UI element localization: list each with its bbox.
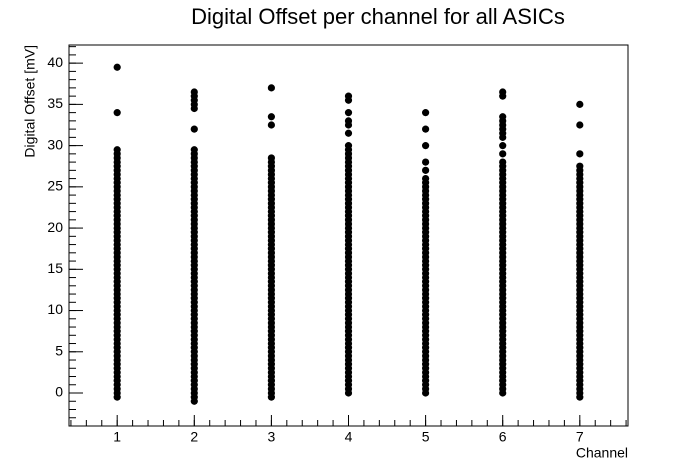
point — [113, 146, 121, 154]
point — [499, 142, 507, 150]
point — [344, 142, 353, 150]
y-tick-label: 30 — [47, 136, 63, 152]
point — [344, 129, 353, 137]
point — [576, 150, 584, 158]
x-tick-label: 6 — [499, 429, 507, 445]
x-tick-label: 3 — [267, 429, 275, 445]
point — [422, 158, 430, 166]
point — [344, 117, 353, 125]
x-tick-label: 4 — [345, 429, 353, 445]
point — [190, 88, 198, 96]
y-tick-label: 20 — [47, 219, 63, 235]
x-tick-label: 1 — [113, 429, 121, 445]
point — [267, 84, 275, 92]
point — [422, 166, 430, 174]
point — [576, 121, 584, 129]
point — [190, 146, 198, 154]
y-tick-label: 15 — [47, 260, 63, 276]
point — [267, 154, 275, 162]
point — [422, 174, 430, 183]
chart-title: Digital Offset per channel for all ASICs — [191, 4, 565, 29]
point — [576, 162, 584, 170]
point — [422, 125, 430, 133]
y-tick-label: 40 — [47, 54, 63, 70]
y-tick-label: 5 — [55, 342, 63, 358]
point — [499, 113, 507, 121]
point — [499, 88, 507, 96]
point — [344, 109, 353, 117]
point — [499, 158, 507, 166]
point — [267, 121, 275, 129]
point — [422, 142, 430, 150]
point — [113, 109, 121, 117]
point — [499, 150, 507, 158]
point — [344, 92, 353, 100]
y-tick-label: 35 — [47, 95, 63, 111]
point — [422, 109, 430, 117]
y-tick-label: 0 — [55, 384, 63, 400]
y-tick-label: 25 — [47, 178, 63, 194]
x-tick-label: 7 — [576, 429, 584, 445]
x-tick-label: 2 — [190, 429, 198, 445]
y-tick-label: 10 — [47, 301, 63, 317]
point — [113, 63, 121, 71]
point — [267, 113, 275, 121]
x-tick-label: 5 — [422, 429, 430, 445]
point — [576, 100, 584, 108]
x-axis-label: Channel — [576, 445, 628, 461]
point — [190, 125, 198, 133]
y-axis-label: Digital Offset [mV] — [22, 45, 38, 158]
